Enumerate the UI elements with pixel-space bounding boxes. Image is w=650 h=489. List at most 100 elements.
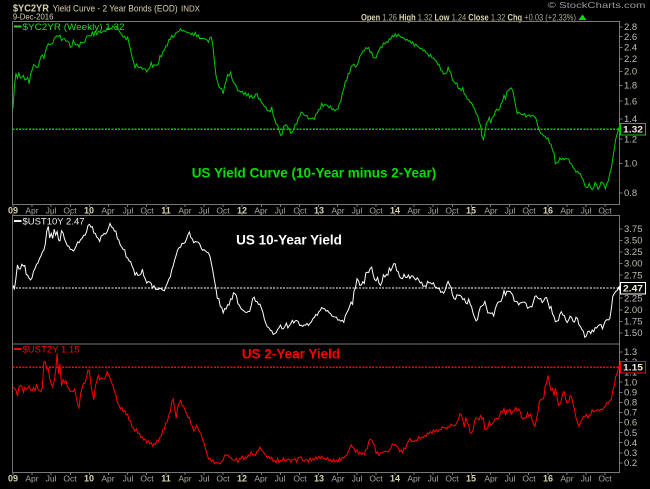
svg-text:14: 14: [390, 206, 400, 216]
svg-text:Apr: Apr: [331, 474, 344, 484]
svg-text:Apr: Apr: [101, 206, 114, 216]
svg-text:12: 12: [237, 206, 247, 216]
svg-text:2.0: 2.0: [624, 67, 637, 78]
svg-text:Apr: Apr: [254, 206, 267, 216]
svg-text:Jul: Jul: [505, 474, 516, 484]
svg-text:Oct: Oct: [369, 474, 383, 484]
svg-text:Open 1.26 High 1.32 Low 1.24 C: Open 1.26 High 1.32 Low 1.24 Close 1.32 …: [361, 12, 576, 23]
svg-text:INDX: INDX: [181, 4, 201, 13]
svg-text:1.2: 1.2: [624, 134, 637, 145]
svg-text:1.0: 1.0: [624, 377, 637, 388]
svg-text:Oct: Oct: [140, 474, 154, 484]
svg-text:Jul: Jul: [581, 206, 592, 216]
svg-text:3.50: 3.50: [624, 236, 643, 247]
svg-text:0.5: 0.5: [624, 428, 637, 439]
svg-text:Oct: Oct: [598, 206, 612, 216]
svg-text:Oct: Oct: [522, 206, 536, 216]
svg-text:Oct: Oct: [63, 206, 77, 216]
svg-text:2.4: 2.4: [624, 43, 637, 54]
svg-text:Apr: Apr: [101, 474, 114, 484]
svg-text:3.75: 3.75: [624, 224, 643, 235]
svg-text:Jul: Jul: [199, 474, 210, 484]
svg-text:Yield Curve - 2 Year Bonds (EO: Yield Curve - 2 Year Bonds (EOD): [53, 3, 178, 13]
svg-text:13: 13: [314, 206, 324, 216]
svg-text:Oct: Oct: [293, 474, 307, 484]
svg-text:1.6: 1.6: [624, 96, 637, 107]
svg-text:Apr: Apr: [178, 206, 191, 216]
svg-text:1.3: 1.3: [624, 347, 637, 358]
svg-text:10: 10: [84, 474, 94, 484]
svg-text:Apr: Apr: [178, 474, 191, 484]
svg-text:Jul: Jul: [123, 474, 134, 484]
svg-text:Apr: Apr: [560, 206, 573, 216]
svg-text:1.75: 1.75: [624, 317, 643, 328]
svg-text:2.8: 2.8: [624, 22, 637, 33]
svg-text:© StockCharts.com: © StockCharts.com: [548, 0, 646, 10]
svg-text:11: 11: [161, 474, 171, 484]
svg-text:Apr: Apr: [25, 206, 38, 216]
svg-text:Jul: Jul: [46, 474, 57, 484]
svg-text:15: 15: [466, 206, 476, 216]
svg-text:Apr: Apr: [407, 474, 420, 484]
svg-text:Oct: Oct: [63, 474, 77, 484]
svg-text:Apr: Apr: [407, 206, 420, 216]
svg-text:0.3: 0.3: [624, 448, 637, 459]
svg-text:Jul: Jul: [428, 206, 439, 216]
svg-text:2.75: 2.75: [624, 270, 643, 281]
svg-text:Jul: Jul: [505, 206, 516, 216]
svg-text:16: 16: [543, 206, 553, 216]
svg-text:Apr: Apr: [484, 474, 497, 484]
svg-text:Jul: Jul: [352, 474, 363, 484]
svg-text:Apr: Apr: [560, 474, 573, 484]
svg-text:Apr: Apr: [25, 474, 38, 484]
svg-text:$YC2YR (Weekly) 1.32: $YC2YR (Weekly) 1.32: [23, 22, 125, 32]
svg-text:Oct: Oct: [522, 474, 536, 484]
svg-text:0.8: 0.8: [624, 188, 637, 199]
svg-text:1.4: 1.4: [624, 114, 637, 125]
svg-text:1.0: 1.0: [624, 159, 637, 170]
svg-text:2.00: 2.00: [624, 305, 643, 316]
svg-text:1.50: 1.50: [624, 328, 643, 339]
svg-text:11: 11: [161, 206, 171, 216]
svg-text:Apr: Apr: [254, 474, 267, 484]
svg-text:Oct: Oct: [216, 474, 230, 484]
svg-text:Jul: Jul: [275, 474, 286, 484]
svg-text:13: 13: [314, 474, 324, 484]
svg-text:Jul: Jul: [428, 474, 439, 484]
svg-text:Jul: Jul: [581, 474, 592, 484]
svg-text:3.25: 3.25: [624, 247, 643, 258]
svg-text:0.2: 0.2: [624, 458, 637, 469]
svg-text:0.6: 0.6: [624, 418, 637, 429]
svg-text:Oct: Oct: [369, 206, 383, 216]
svg-text:2.6: 2.6: [624, 32, 637, 43]
svg-text:0.8: 0.8: [624, 398, 637, 409]
svg-text:0.7: 0.7: [624, 408, 637, 419]
svg-text:2.25: 2.25: [624, 293, 643, 304]
svg-text:Apr: Apr: [484, 206, 497, 216]
svg-text:2.47: 2.47: [623, 284, 643, 294]
svg-text:15: 15: [466, 474, 476, 484]
svg-text:Jul: Jul: [123, 206, 134, 216]
svg-text:1.8: 1.8: [624, 81, 637, 92]
svg-text:Oct: Oct: [445, 206, 459, 216]
svg-text:2.2: 2.2: [624, 54, 637, 65]
svg-text:Oct: Oct: [445, 474, 459, 484]
svg-text:Oct: Oct: [293, 206, 307, 216]
svg-text:Oct: Oct: [216, 206, 230, 216]
svg-text:10: 10: [84, 206, 94, 216]
svg-text:Jul: Jul: [46, 206, 57, 216]
svg-text:US 10-Year Yield: US 10-Year Yield: [236, 233, 342, 248]
svg-text:14: 14: [390, 474, 400, 484]
svg-text:9-Dec-2016: 9-Dec-2016: [13, 11, 54, 21]
svg-text:Oct: Oct: [598, 474, 612, 484]
svg-text:Apr: Apr: [331, 206, 344, 216]
svg-text:16: 16: [543, 474, 553, 484]
svg-text:$YC2YR: $YC2YR: [13, 2, 49, 14]
svg-text:Jul: Jul: [352, 206, 363, 216]
svg-text:$UST2Y 1.15: $UST2Y 1.15: [23, 345, 80, 355]
svg-text:Jul: Jul: [275, 206, 286, 216]
svg-text:3.00: 3.00: [624, 259, 643, 270]
svg-text:1.15: 1.15: [623, 363, 643, 373]
svg-text:1.32: 1.32: [623, 125, 643, 135]
svg-text:12: 12: [237, 474, 247, 484]
